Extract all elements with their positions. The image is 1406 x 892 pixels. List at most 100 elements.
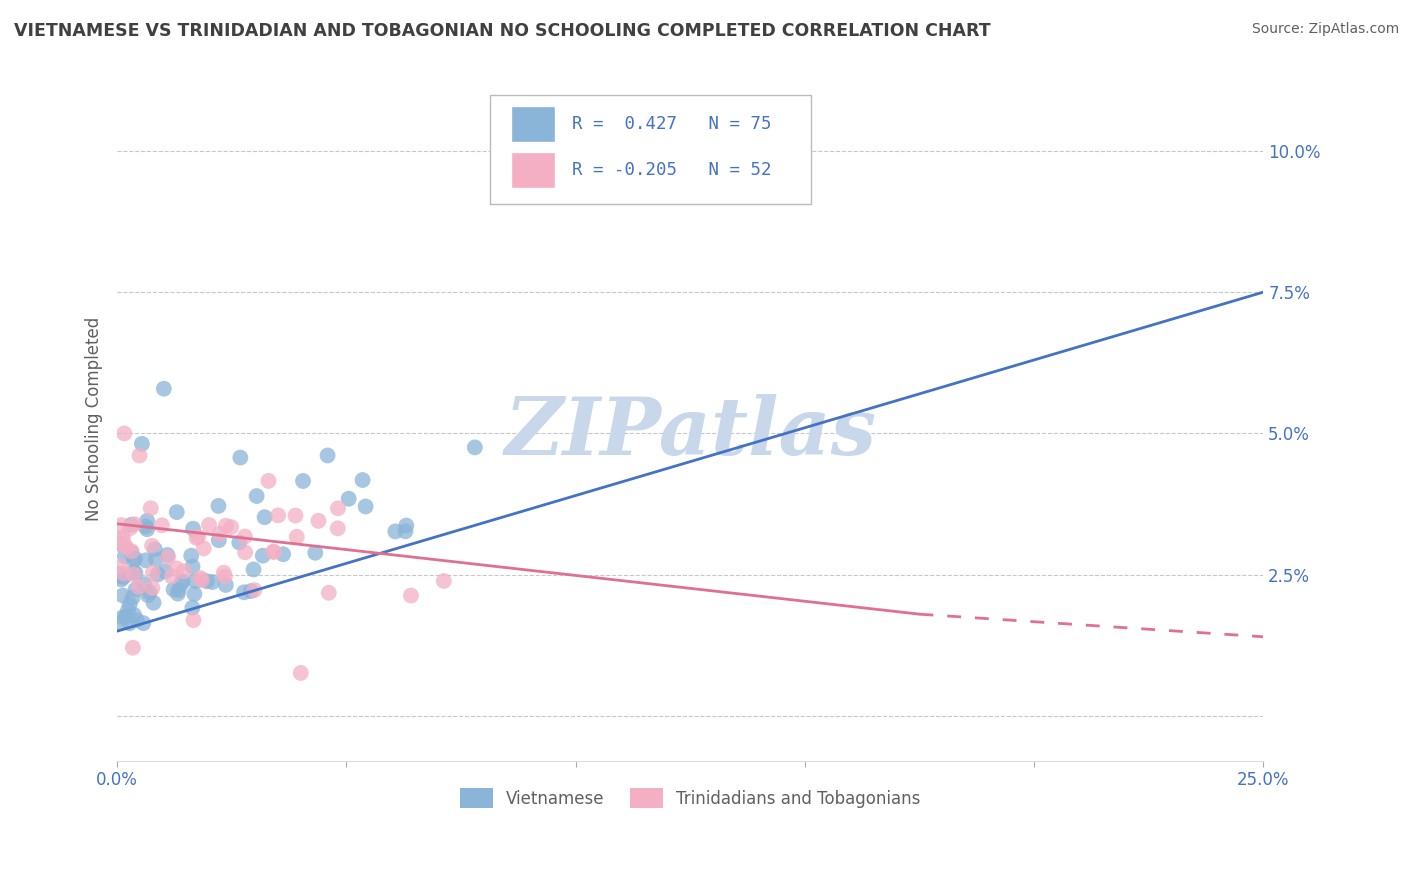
Point <box>124 517 146 532</box>
Point <box>229 450 252 465</box>
Point <box>108 537 131 551</box>
Point <box>122 566 145 580</box>
Legend: Vietnamese, Trinidadians and Tobagonians: Vietnamese, Trinidadians and Tobagonians <box>453 781 928 814</box>
Point <box>186 531 208 545</box>
Point <box>108 567 131 582</box>
Point <box>110 573 132 587</box>
Point <box>112 566 135 581</box>
Point <box>215 518 238 533</box>
Text: Source: ZipAtlas.com: Source: ZipAtlas.com <box>1251 22 1399 37</box>
Point <box>166 505 188 519</box>
Point <box>284 508 307 523</box>
Point <box>262 544 284 558</box>
Point <box>433 574 456 588</box>
Y-axis label: No Schooling Completed: No Schooling Completed <box>86 318 103 522</box>
Point <box>354 500 377 514</box>
Point <box>207 499 229 513</box>
Point <box>239 584 262 599</box>
Point <box>121 591 143 605</box>
Point <box>146 567 169 582</box>
Point <box>191 573 214 587</box>
Point <box>233 545 256 559</box>
Point <box>246 489 269 503</box>
Point <box>112 538 135 552</box>
Point <box>141 581 163 595</box>
Point <box>166 561 188 575</box>
Point <box>139 501 162 516</box>
Point <box>233 529 256 543</box>
Point <box>228 535 250 549</box>
Point <box>243 583 266 598</box>
Point <box>136 514 159 528</box>
Point <box>166 586 188 600</box>
Point <box>120 545 142 559</box>
Point <box>208 533 231 548</box>
Point <box>138 585 160 599</box>
Point <box>124 582 146 597</box>
Point <box>263 545 285 559</box>
FancyBboxPatch shape <box>512 106 555 142</box>
Point <box>162 582 184 597</box>
Point <box>257 474 280 488</box>
Point <box>117 603 139 617</box>
Point <box>118 616 141 631</box>
Point <box>111 610 134 624</box>
Point <box>112 570 135 584</box>
Point <box>108 559 131 574</box>
Point <box>326 501 349 516</box>
Point <box>233 585 256 599</box>
Point <box>167 582 190 597</box>
Point <box>157 550 180 565</box>
Point <box>252 549 274 563</box>
Point <box>173 564 195 578</box>
Point <box>120 517 142 532</box>
Point <box>150 518 173 533</box>
Point <box>124 551 146 566</box>
Point <box>115 540 138 554</box>
Point <box>107 569 129 583</box>
Point <box>198 518 221 533</box>
Point <box>337 491 360 506</box>
Point <box>271 547 294 561</box>
Text: R =  0.427   N = 75: R = 0.427 N = 75 <box>572 115 772 133</box>
FancyBboxPatch shape <box>512 152 555 187</box>
Point <box>110 518 132 533</box>
Point <box>125 613 148 627</box>
Point <box>153 565 176 579</box>
Point <box>183 587 205 601</box>
Point <box>172 574 194 588</box>
Point <box>124 566 146 581</box>
Point <box>316 449 339 463</box>
Point <box>142 566 165 580</box>
Point <box>111 532 134 546</box>
Text: R = -0.205   N = 52: R = -0.205 N = 52 <box>572 161 772 178</box>
Point <box>181 559 204 574</box>
Point <box>131 437 153 451</box>
FancyBboxPatch shape <box>489 95 811 204</box>
Point <box>219 520 242 534</box>
Point <box>242 562 264 576</box>
Point <box>170 576 193 591</box>
Point <box>285 530 308 544</box>
Point <box>112 426 135 441</box>
Point <box>143 542 166 557</box>
Point <box>180 549 202 563</box>
Point <box>214 569 236 583</box>
Point <box>201 574 224 589</box>
Point <box>195 574 218 589</box>
Point <box>326 521 349 535</box>
Point <box>307 514 329 528</box>
Point <box>384 524 406 539</box>
Point <box>128 449 150 463</box>
Point <box>352 473 374 487</box>
Point <box>399 589 422 603</box>
Point <box>188 571 211 585</box>
Point <box>121 640 143 655</box>
Point <box>212 566 235 580</box>
Point <box>136 522 159 536</box>
Point <box>145 552 167 566</box>
Point <box>193 541 215 556</box>
Point <box>121 544 143 558</box>
Point <box>267 508 290 523</box>
Point <box>134 577 156 591</box>
